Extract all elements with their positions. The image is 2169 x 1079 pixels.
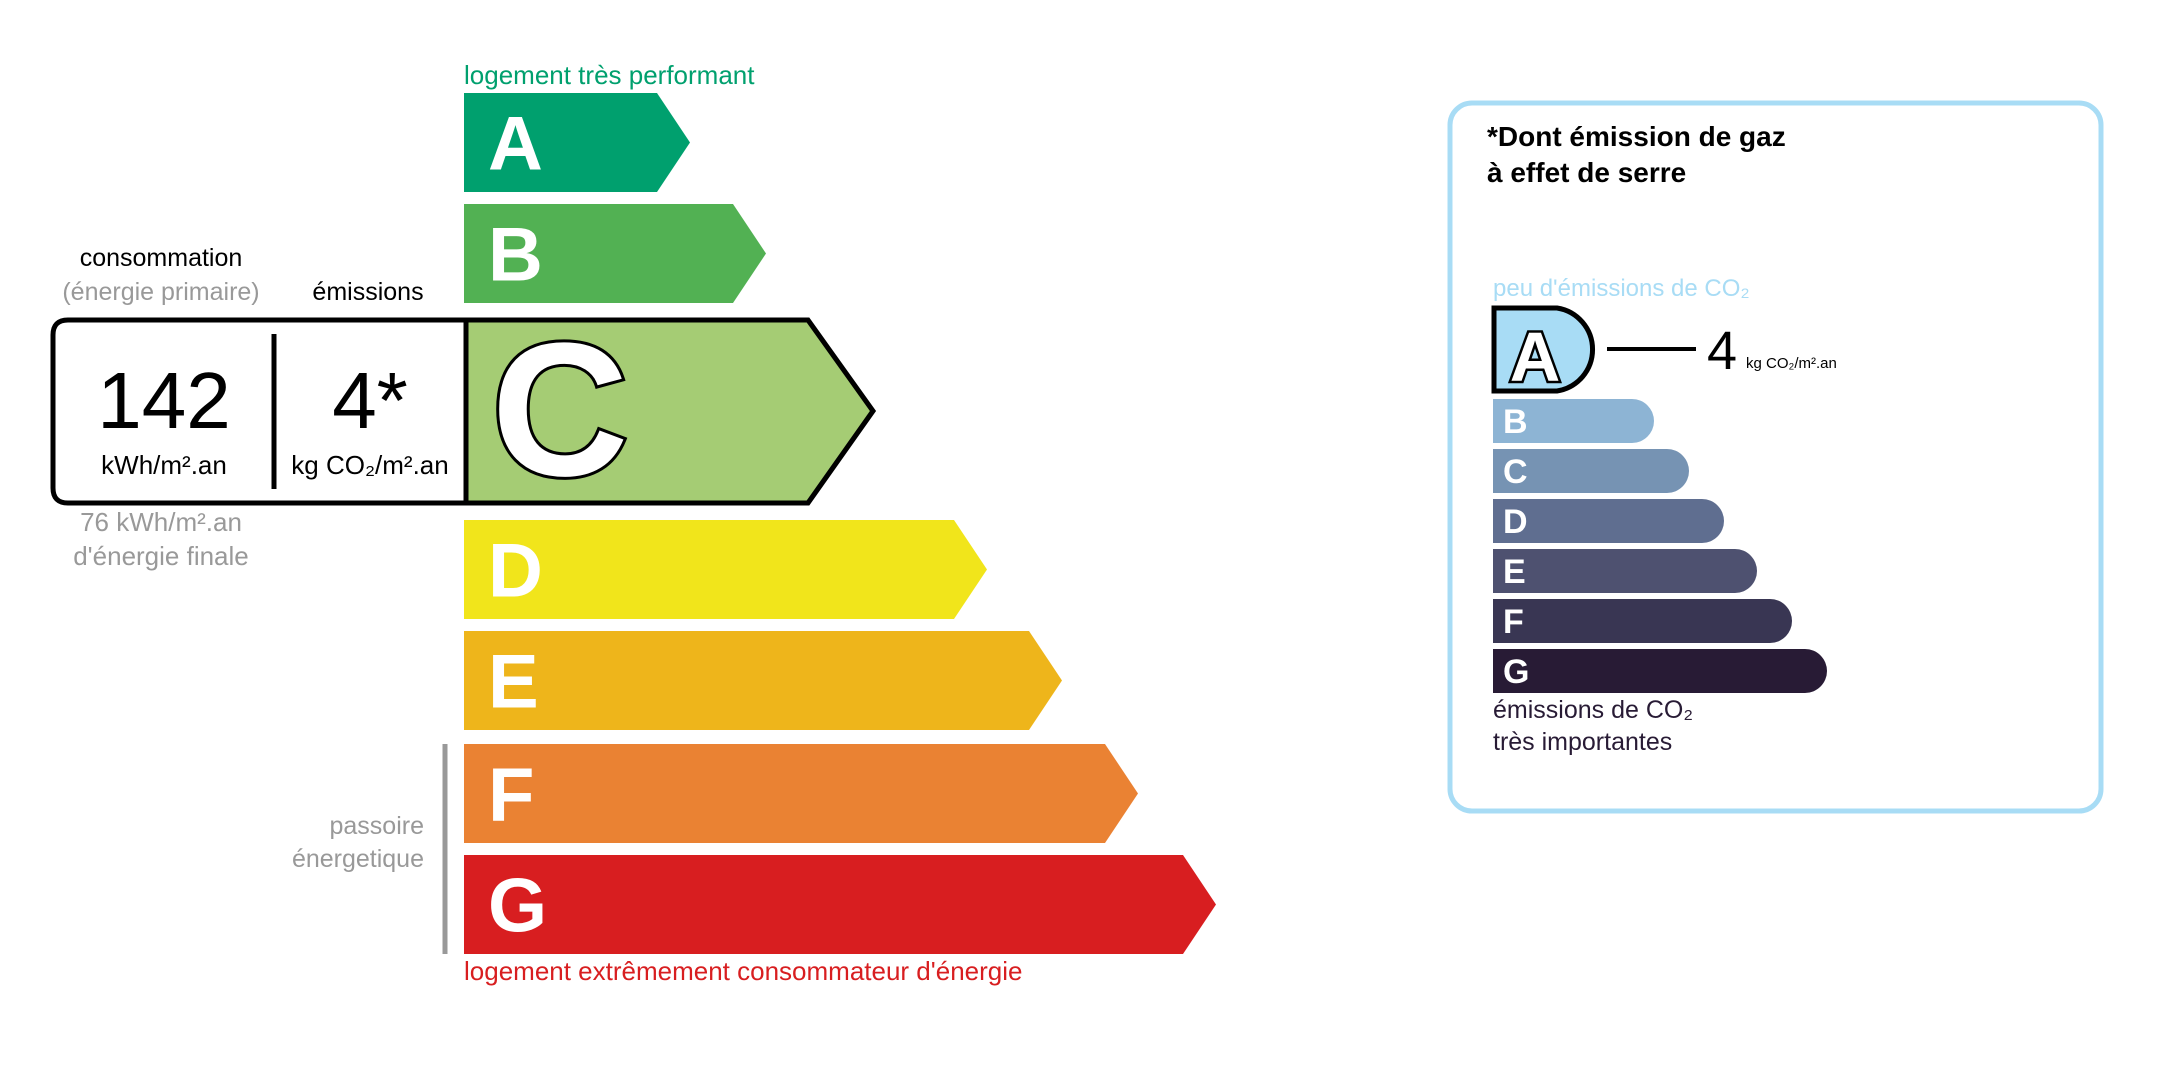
energy-bar-letter: D xyxy=(488,529,543,614)
energy-bar-shape xyxy=(464,744,1138,843)
consumption-subheader: (énergie primaire) xyxy=(62,278,259,306)
passoire-label-line2: énergetique xyxy=(292,845,424,873)
final-energy-label: d'énergie finale xyxy=(73,541,249,571)
energy-bar-letter: F xyxy=(488,753,534,838)
ges-unit: kg CO₂/m².an xyxy=(1746,355,1837,372)
ges-bar-b: B xyxy=(1493,399,1654,443)
ges-value: 4 xyxy=(1707,321,1737,381)
ges-bar-letter: C xyxy=(1503,453,1528,491)
energy-bar-shape xyxy=(464,631,1062,730)
energy-bar-letter: B xyxy=(488,213,543,298)
energy-bar-letter: E xyxy=(488,640,539,725)
ges-bar-shape xyxy=(1493,449,1689,493)
energy-bar-shape xyxy=(464,93,690,192)
current-class-letter: C xyxy=(491,304,628,516)
ges-bar-shape xyxy=(1493,599,1792,643)
ges-bar-c: C xyxy=(1493,449,1689,493)
consumption-header: consommation xyxy=(80,244,243,272)
ges-bar-shape xyxy=(1493,499,1724,543)
energy-bar-f: F xyxy=(464,744,1138,843)
ges-current-class-letter: A xyxy=(1510,318,1561,396)
emissions-value: 4* xyxy=(332,356,408,445)
consumption-unit: kWh/m².an xyxy=(101,450,227,480)
energy-bar-a: A xyxy=(464,93,690,192)
final-energy-value: 76 kWh/m².an xyxy=(80,507,242,537)
ges-bar-shape xyxy=(1493,399,1654,443)
energy-bar-b: B xyxy=(464,204,766,303)
ges-title-line1: *Dont émission de gaz xyxy=(1487,121,1786,152)
ges-bottom-label-line2: très importantes xyxy=(1493,728,1672,756)
ges-bar-current-a xyxy=(1491,305,1595,394)
energy-bar-d: D xyxy=(464,520,987,619)
energy-bar-shape xyxy=(464,855,1216,954)
bottom-label: logement extrêmement consommateur d'éner… xyxy=(464,956,1022,986)
ges-bar-g: G xyxy=(1493,649,1827,693)
ges-bar-letter: B xyxy=(1503,403,1528,441)
passoire-label-line1: passoire xyxy=(330,812,425,840)
ges-bar-letter: D xyxy=(1503,503,1528,541)
value-box xyxy=(50,317,464,506)
ges-top-label: peu d'émissions de CO₂ xyxy=(1493,275,1750,302)
ges-bar-letter: F xyxy=(1503,603,1524,641)
energy-bar-g: G xyxy=(464,855,1216,954)
ges-bar-f: F xyxy=(1493,599,1792,643)
ges-bottom-label-line1: émissions de CO₂ xyxy=(1493,696,1693,724)
emissions-unit: kg CO₂/m².an xyxy=(291,450,448,480)
ges-bar-d: D xyxy=(1493,499,1724,543)
ges-bar-letter: G xyxy=(1503,653,1529,691)
energy-bar-letter: G xyxy=(488,864,547,949)
ges-bar-shape xyxy=(1493,649,1827,693)
energy-bar-letter: A xyxy=(488,102,543,187)
ges-title-line2: à effet de serre xyxy=(1487,157,1686,188)
energy-bar-shape xyxy=(464,520,987,619)
energy-bar-shape xyxy=(464,204,766,303)
ges-bar-e: E xyxy=(1493,549,1757,593)
top-label: logement très performant xyxy=(464,60,755,90)
consumption-value: 142 xyxy=(97,356,230,445)
energy-bar-e: E xyxy=(464,631,1062,730)
ges-bar-shape xyxy=(1493,549,1757,593)
energy-bar-current-c xyxy=(463,317,877,506)
emissions-header: émissions xyxy=(312,278,423,306)
ges-bar-letter: E xyxy=(1503,553,1526,591)
